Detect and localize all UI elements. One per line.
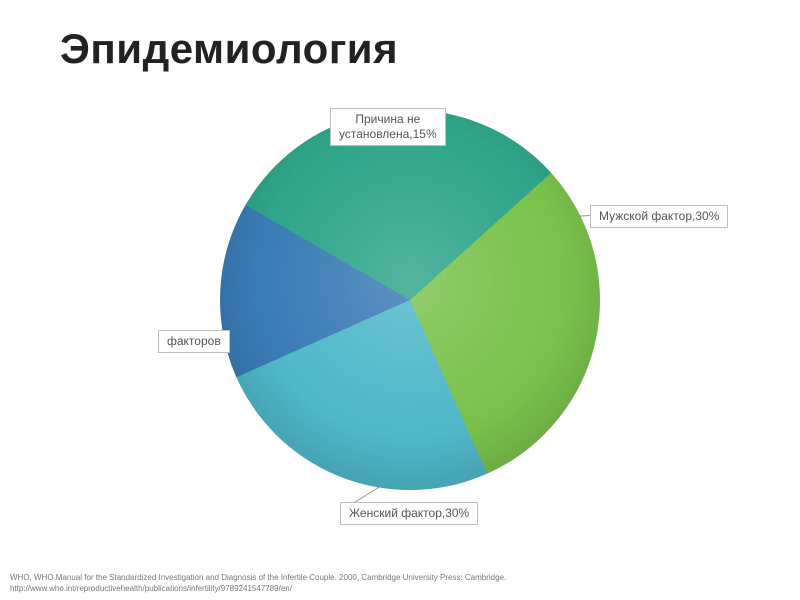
citation-line-1: WHO, WHO Manual for the Standardized Inv… [10,573,790,583]
citation: WHO, WHO Manual for the Standardized Inv… [10,573,790,594]
slide-title: Эпидемиология [60,25,398,73]
citation-line-2: http://www.who.int/reproductivehealth/pu… [10,584,790,594]
callout-label: Мужской фактор,30% [590,205,728,228]
slide: Эпидемиология Мужской фактор,30% Женский … [0,0,800,600]
callout-label: Причина не установлена,15% [330,108,446,146]
pie-chart [220,110,600,490]
pie-disc [220,110,600,490]
callout-label: факторов [158,330,230,353]
callout-label: Женский фактор,30% [340,502,478,525]
